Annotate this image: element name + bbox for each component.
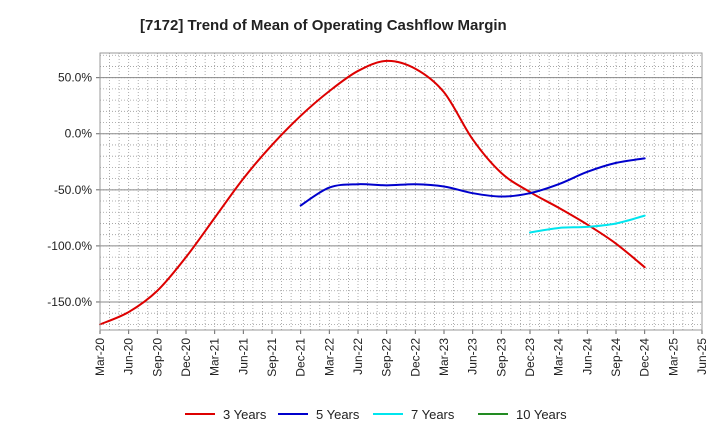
x-tick-label: Mar-25 xyxy=(666,338,680,376)
legend-label-7-years: 7 Years xyxy=(411,407,455,422)
x-tick-label: Jun-24 xyxy=(580,338,594,375)
x-tick-label: Dec-24 xyxy=(638,338,652,377)
x-axis: Mar-20 Jun-20 Sep-20 Dec-20 Mar-21 Jun-21 Sep-… xyxy=(93,330,709,377)
y-axis: 50.0% 0.0% -50.0% -100.0% -150.0% xyxy=(47,71,100,309)
plot-frame xyxy=(99,52,703,331)
legend-label-5-years: 5 Years xyxy=(316,407,360,422)
x-tick-label: Sep-24 xyxy=(609,338,623,377)
x-tick-label: Jun-25 xyxy=(695,338,709,375)
x-tick-label: Dec-21 xyxy=(294,338,308,377)
chart-title: [7172] Trend of Mean of Operating Cashfl… xyxy=(140,17,507,34)
x-tick-label: Mar-20 xyxy=(93,338,107,376)
x-tick-label: Dec-22 xyxy=(408,338,422,377)
x-tick-label: Sep-23 xyxy=(494,338,508,377)
legend: 3 Years 5 Years 7 Years 10 Years xyxy=(185,407,567,422)
x-tick-label: Mar-22 xyxy=(322,338,336,376)
series-line-7-years xyxy=(529,214,646,234)
x-tick-label: Mar-24 xyxy=(552,338,566,376)
x-tick-label: Sep-20 xyxy=(150,338,164,377)
x-tick-label: Jun-21 xyxy=(236,338,250,375)
series-group xyxy=(99,59,646,326)
series-line-5-years xyxy=(299,157,646,207)
legend-label-3-years: 3 Years xyxy=(223,407,267,422)
y-tick-label: -50.0% xyxy=(54,183,92,197)
legend-label-10-years: 10 Years xyxy=(516,407,567,422)
grid xyxy=(99,53,703,330)
x-tick-label: Mar-23 xyxy=(437,338,451,376)
x-tick-label: Jun-22 xyxy=(351,338,365,375)
x-tick-label: Sep-21 xyxy=(265,338,279,377)
x-tick-label: Jun-23 xyxy=(466,338,480,375)
x-tick-label: Jun-20 xyxy=(122,338,136,375)
x-tick-label: Dec-23 xyxy=(523,338,537,377)
series-line-3-years xyxy=(99,59,646,326)
y-tick-label: -150.0% xyxy=(47,295,92,309)
y-tick-label: 0.0% xyxy=(65,127,93,141)
x-tick-label: Sep-22 xyxy=(380,338,394,377)
x-tick-label: Mar-21 xyxy=(208,338,222,376)
y-tick-label: 50.0% xyxy=(58,71,92,85)
x-tick-label: Dec-20 xyxy=(179,338,193,377)
y-tick-label: -100.0% xyxy=(47,239,92,253)
